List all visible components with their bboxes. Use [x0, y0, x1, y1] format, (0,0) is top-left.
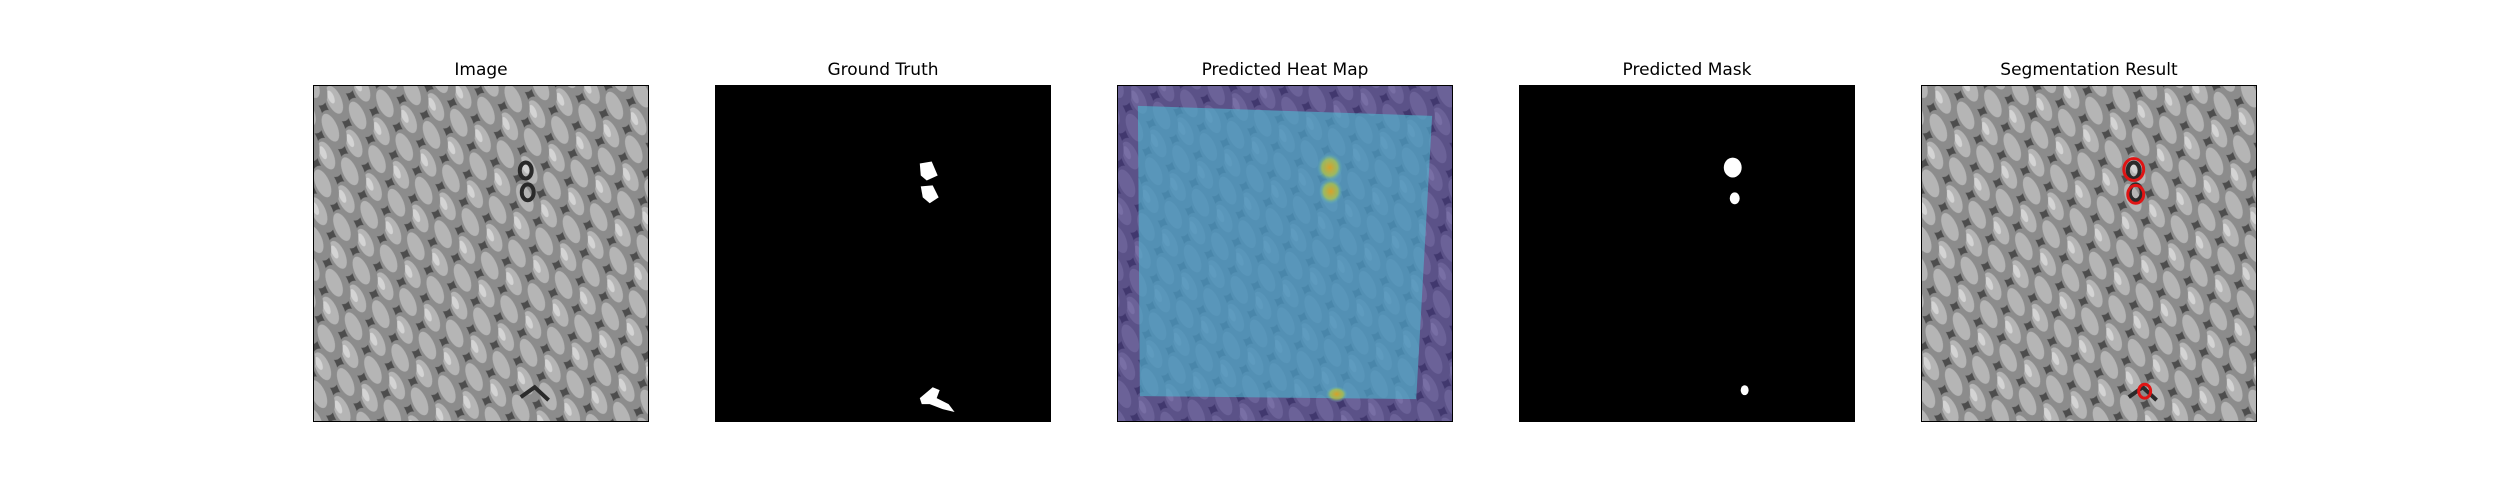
- pred-region-3: [1740, 385, 1749, 396]
- texture-image: [314, 86, 648, 421]
- heat-region: [1137, 105, 1433, 400]
- pred-region-1: [1723, 157, 1742, 178]
- defect-top: [517, 160, 536, 203]
- gt-region-3: [919, 387, 955, 413]
- image-panel: [313, 85, 649, 422]
- ground-truth-panel: [715, 85, 1051, 422]
- panel-title-image: Image: [454, 60, 508, 80]
- gt-region-1: [919, 161, 938, 181]
- heat-map-overlay: [1118, 86, 1452, 421]
- contour-1: [2122, 157, 2146, 182]
- ground-truth-mask: [716, 86, 1050, 421]
- panel-title-heat-map: Predicted Heat Map: [1201, 60, 1369, 80]
- heat-hotspot-3: [1325, 386, 1348, 403]
- segmentation-panel: [1921, 85, 2257, 422]
- pred-region-2: [1729, 192, 1740, 205]
- heat-map-panel: [1117, 85, 1453, 422]
- heat-hotspot-2: [1318, 178, 1343, 205]
- contour-2: [2126, 183, 2146, 205]
- predicted-mask: [1520, 86, 1854, 421]
- segmentation-overlay: [1922, 86, 2256, 421]
- panel-title-ground-truth: Ground Truth: [827, 60, 939, 80]
- gt-region-2: [920, 185, 939, 204]
- defect-bottom: [519, 384, 550, 402]
- heat-hotspot-1: [1316, 153, 1343, 182]
- contour-3: [2137, 382, 2153, 400]
- panel-title-predicted-mask: Predicted Mask: [1622, 60, 1752, 80]
- predicted-mask-panel: [1519, 85, 1855, 422]
- panel-title-segmentation: Segmentation Result: [2000, 60, 2178, 80]
